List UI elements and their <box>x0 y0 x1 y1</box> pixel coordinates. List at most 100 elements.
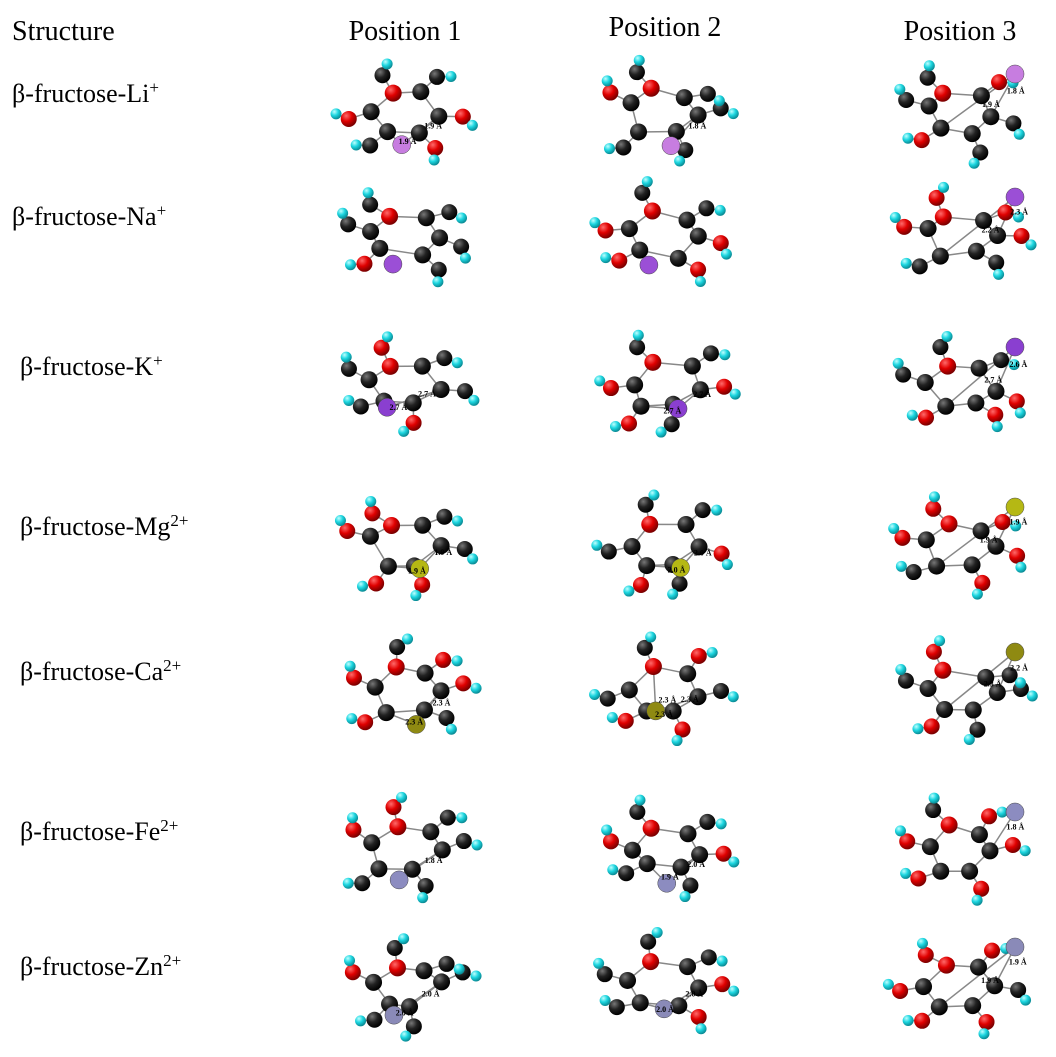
atom <box>341 111 357 127</box>
atom <box>367 1012 383 1028</box>
atom <box>398 933 409 944</box>
atom <box>895 825 906 836</box>
molecule: 2.7 Å2.7 Å <box>341 331 480 436</box>
atom <box>684 358 701 375</box>
atom <box>604 143 615 154</box>
row-label: β-fructose-K+ <box>20 351 163 382</box>
distance-label: 2.7 Å <box>664 406 682 415</box>
molecule: 2.0 Å2.0 Å <box>591 489 733 599</box>
distance-label: 1.8 Å <box>689 121 707 130</box>
distance-label: 1.8 Å <box>1007 86 1025 95</box>
atom <box>703 345 719 361</box>
figure: StructurePosition 1Position 2Position 3β… <box>0 0 1056 1057</box>
atom <box>456 213 467 224</box>
distance-label: 2.7 Å <box>693 390 711 399</box>
atom <box>719 349 730 360</box>
atom <box>621 681 638 698</box>
atom <box>589 689 600 700</box>
atom <box>467 120 478 131</box>
atom <box>971 360 988 377</box>
atom <box>362 137 378 153</box>
molecule <box>589 176 732 287</box>
atom <box>674 156 685 167</box>
atom <box>972 589 983 600</box>
atom <box>728 986 739 997</box>
atom <box>973 881 989 897</box>
atom <box>472 840 483 851</box>
atom <box>1015 562 1026 573</box>
atom <box>898 673 914 689</box>
atom <box>917 374 934 391</box>
atom <box>345 259 356 270</box>
metal-ion <box>1006 338 1024 356</box>
row-label-charge: + <box>157 201 167 220</box>
atom <box>385 85 402 102</box>
atom <box>938 182 949 193</box>
row-label-charge: 2+ <box>160 816 178 835</box>
atom <box>341 361 357 377</box>
atom <box>932 120 949 137</box>
atom <box>1005 837 1021 853</box>
atom <box>429 154 440 165</box>
atom <box>633 398 650 415</box>
atom <box>402 634 413 645</box>
atom <box>615 139 631 155</box>
row-label-charge: 2+ <box>170 511 188 530</box>
atom <box>379 123 396 140</box>
atom <box>918 410 934 426</box>
atom <box>371 240 388 257</box>
molecule: 2.2 Å2.3 Å <box>895 635 1037 745</box>
atom <box>431 262 447 278</box>
atom <box>714 976 730 992</box>
atom <box>929 793 940 804</box>
atom <box>414 358 431 375</box>
column-header: Position 3 <box>904 16 1017 47</box>
row-label: β-fructose-Na+ <box>12 201 166 232</box>
atom <box>717 956 728 967</box>
distance-label: 1.9 Å <box>408 566 426 575</box>
atom <box>982 108 999 125</box>
atom <box>602 85 618 101</box>
atom <box>417 892 428 903</box>
atom <box>609 999 625 1015</box>
distance-label: 2.7 Å <box>984 376 1002 385</box>
row-label-text: β-fructose-Li <box>12 79 149 108</box>
atom <box>1009 393 1025 409</box>
atom <box>941 816 958 833</box>
atom <box>365 974 382 991</box>
atom <box>362 528 379 545</box>
atom <box>714 95 725 106</box>
distance-label: 2.6 Å <box>1009 360 1027 369</box>
atom <box>607 712 618 723</box>
distance-label: 2.3 Å <box>1010 207 1028 216</box>
distance-label: 2.7 Å <box>418 389 436 398</box>
atom <box>345 661 356 672</box>
atom <box>645 658 662 675</box>
atom <box>964 556 981 573</box>
atom <box>912 723 923 734</box>
atom <box>594 375 605 386</box>
atom <box>601 544 617 560</box>
atom <box>645 631 656 642</box>
atom <box>961 863 978 880</box>
atom <box>987 407 1003 423</box>
atom <box>728 856 739 867</box>
atom <box>700 86 716 102</box>
atom <box>589 217 600 228</box>
atom <box>436 350 452 366</box>
atom <box>383 517 400 534</box>
atom <box>643 820 660 837</box>
atom <box>900 868 911 879</box>
atom <box>343 395 354 406</box>
atom <box>389 818 406 835</box>
atom <box>435 652 451 668</box>
atom <box>680 825 697 842</box>
atom <box>345 964 361 980</box>
atom <box>679 212 696 229</box>
atom <box>378 704 395 721</box>
atom <box>467 553 478 564</box>
atom <box>920 680 937 697</box>
atom <box>603 833 619 849</box>
row-label: β-fructose-Li+ <box>12 78 159 109</box>
atom <box>436 509 452 525</box>
